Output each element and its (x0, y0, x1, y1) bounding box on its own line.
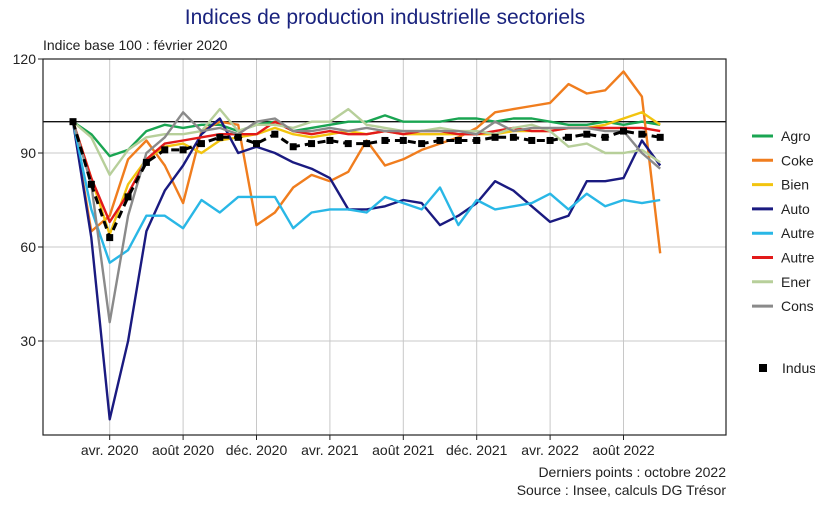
series-point-indus (87, 180, 95, 188)
x-tick-label: août 2022 (592, 442, 654, 458)
series-point-indus (509, 133, 517, 141)
legend-label: Autre (781, 250, 815, 266)
legend-item: Auto (752, 201, 810, 217)
series-line-auto-3 (71, 117, 662, 421)
series-point-indus (106, 234, 114, 242)
x-tick-label: avr. 2022 (521, 442, 579, 458)
series-point-indus (363, 140, 371, 148)
series-point-indus (216, 133, 224, 141)
series-point-indus (142, 158, 150, 166)
legend-label: Coke (781, 152, 814, 168)
series-point-indus (381, 136, 389, 144)
series-point-indus (399, 136, 407, 144)
series-line-cons-7 (71, 111, 661, 324)
y-tick-label: 30 (20, 333, 36, 349)
legend-label: Auto (781, 201, 810, 217)
legend-item: Autre (752, 225, 815, 241)
series-point-indus (234, 133, 242, 141)
series-line-ener-6 (72, 107, 661, 177)
legend: Agro Coke Bien Auto Autre Autre Ener Cons Indus (752, 128, 815, 376)
series-point-indus (473, 136, 481, 144)
axes: 30 60 90 120 avr. 2020 août 2020 déc. 2020 avr.… (13, 51, 655, 458)
x-tick-label: avr. 2021 (301, 442, 359, 458)
series-point-indus (271, 130, 279, 138)
legend-label: Autre (781, 225, 815, 241)
series-point-indus (638, 130, 646, 138)
legend-swatch (759, 364, 767, 372)
series-point-indus (344, 140, 352, 148)
legend-item: Agro (752, 128, 811, 144)
legend-item: Bien (752, 177, 809, 193)
footnote-source: Source : Insee, calculs DG Trésor (517, 482, 727, 498)
series-point-indus (528, 136, 536, 144)
y-tick-label: 90 (20, 145, 36, 161)
series-point-indus (326, 136, 334, 144)
series-point-indus (620, 127, 627, 135)
series-point-indus (124, 193, 132, 201)
series-point-indus (161, 146, 169, 154)
legend-label: Indus (782, 360, 815, 376)
series-point-indus (289, 143, 297, 151)
legend-item: Autre (752, 250, 815, 266)
y-tick-label: 120 (13, 51, 37, 67)
series-point-indus (69, 118, 77, 126)
series-point-indus (601, 133, 609, 141)
series-point-indus (583, 130, 591, 138)
y-tick-label: 60 (20, 239, 36, 255)
x-tick-label: déc. 2021 (446, 442, 508, 458)
series-point-indus (179, 146, 187, 154)
x-tick-label: août 2021 (372, 442, 434, 458)
legend-item: Ener (752, 274, 811, 290)
legend-item: Cons (752, 298, 814, 314)
x-tick-label: août 2020 (152, 442, 214, 458)
series-point-indus (564, 133, 572, 141)
series-line-autre-4 (71, 121, 661, 264)
series-point-indus (546, 136, 554, 144)
x-tick-label: déc. 2020 (226, 442, 288, 458)
chart-subtitle: Indice base 100 : février 2020 (43, 37, 228, 53)
legend-item: Coke (752, 152, 814, 168)
series-point-indus (454, 136, 462, 144)
series-line-coke-1 (71, 70, 662, 254)
series-point-indus (197, 140, 205, 148)
legend-label: Ener (781, 274, 811, 290)
chart-title: Indices de production industrielle secto… (185, 6, 585, 29)
series-line-agro-0 (72, 114, 661, 158)
series-point-indus (308, 140, 316, 148)
series-point-indus (253, 140, 260, 148)
legend-item: Indus (759, 360, 815, 376)
footnote-last-points: Derniers points : octobre 2022 (538, 464, 726, 480)
legend-label: Agro (781, 128, 811, 144)
series-point-indus (418, 140, 426, 148)
series-point-indus (491, 133, 499, 141)
x-tick-label: avr. 2020 (81, 442, 139, 458)
legend-label: Cons (781, 298, 814, 314)
series-point-indus (656, 133, 664, 141)
series-point-indus (436, 136, 444, 144)
legend-label: Bien (781, 177, 809, 193)
series-lines (69, 70, 664, 421)
